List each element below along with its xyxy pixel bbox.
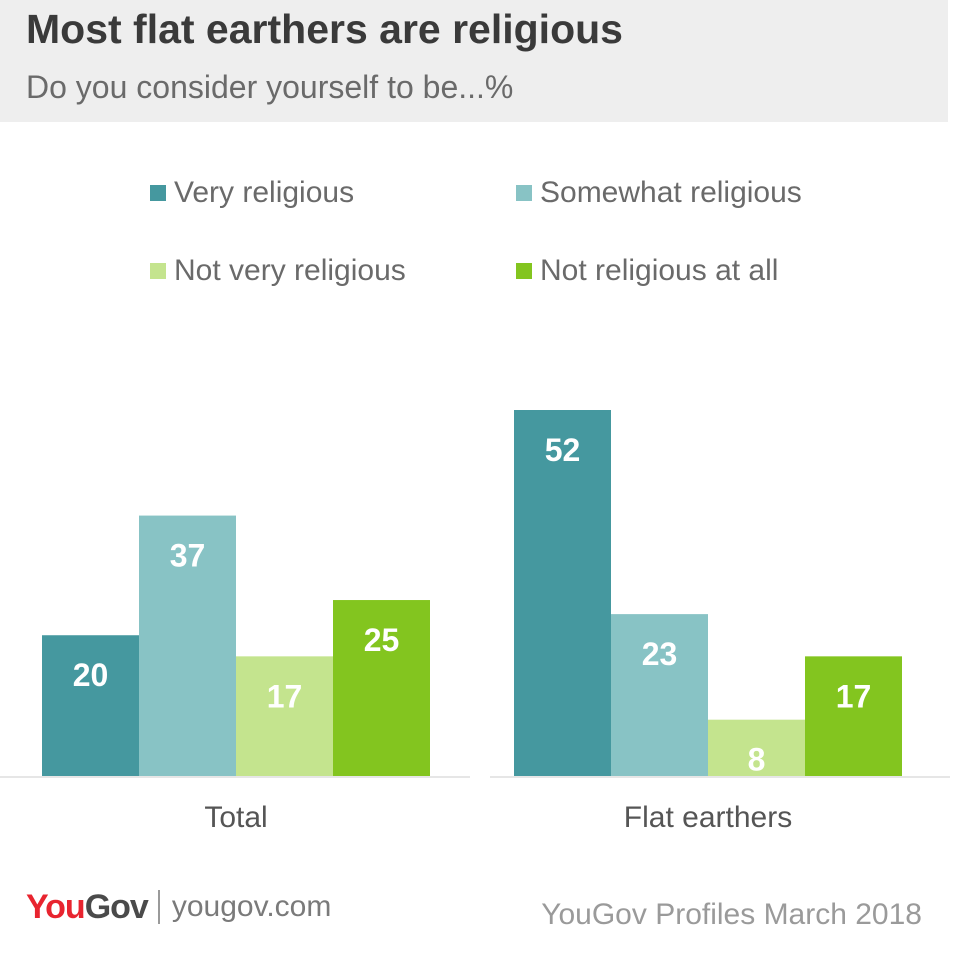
data-label: 25 <box>364 622 400 658</box>
source-note: YouGov Profiles March 2018 <box>541 898 922 931</box>
legend-label: Not very religious <box>174 254 406 287</box>
bar-not-very-religious-flat-earthers <box>708 719 805 776</box>
yougov-logo: You Gov yougov.com <box>26 885 331 929</box>
chart-title: Most flat earthers are religious <box>26 6 623 52</box>
legend-label: Somewhat religious <box>540 176 802 209</box>
bar-not-very-religious-total <box>236 656 333 776</box>
legend-label: Not religious at all <box>540 254 779 287</box>
legend-swatch <box>150 263 166 279</box>
bar-somewhat-religious-flat-earthers <box>611 614 708 776</box>
bar-very-religious-flat-earthers <box>514 410 611 776</box>
bar-not-religious-at-all-total <box>333 600 430 776</box>
data-label: 23 <box>642 636 678 672</box>
category-label: Total <box>204 801 267 834</box>
logo-you-text: You <box>26 887 86 926</box>
bar-very-religious-total <box>42 635 139 776</box>
legend-item-somewhat-religious: Somewhat religious <box>516 173 802 213</box>
logo-separator <box>157 890 160 924</box>
bar-chart: 20 37 17 25 Total 52 23 8 17 Flat earthers <box>0 410 950 834</box>
chart-header: Most flat earthers are religious Do you … <box>0 0 948 122</box>
legend-item-very-religious: Very religious <box>150 173 354 213</box>
legend-swatch <box>516 185 532 201</box>
data-label: 52 <box>545 432 581 468</box>
data-label: 37 <box>170 538 206 574</box>
legend-swatch <box>516 263 532 279</box>
website-link[interactable]: yougov.com <box>171 890 332 923</box>
legend-item-not-religious-at-all: Not religious at all <box>516 251 778 291</box>
data-label: 20 <box>73 657 109 693</box>
data-label: 17 <box>836 678 872 714</box>
data-label: 17 <box>267 678 303 714</box>
legend-item-not-very-religious: Not very religious <box>150 251 406 291</box>
bar-not-religious-at-all-flat-earthers <box>805 656 902 776</box>
data-label: 8 <box>748 742 766 778</box>
category-label: Flat earthers <box>624 801 792 834</box>
legend-swatch <box>150 185 166 201</box>
logo-gov-text: Gov <box>84 887 149 926</box>
bar-somewhat-religious-total <box>139 515 236 776</box>
legend-label: Very religious <box>174 176 355 209</box>
chart-subtitle: Do you consider yourself to be...% <box>26 69 514 105</box>
